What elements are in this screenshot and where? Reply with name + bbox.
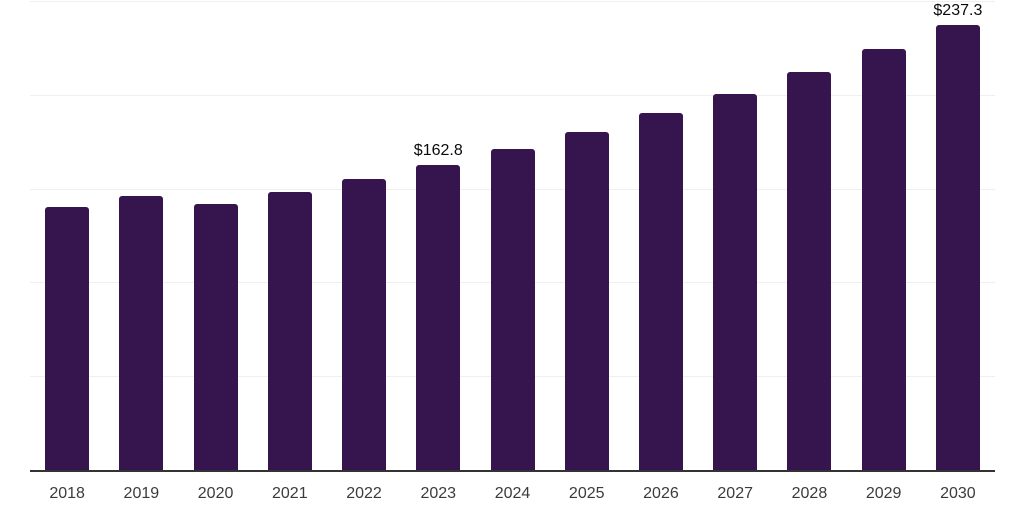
x-tick-2025: 2025 bbox=[568, 485, 605, 502]
x-tick-2022: 2022 bbox=[346, 485, 382, 502]
x-tick-2029: 2029 bbox=[865, 485, 902, 502]
bar-2021 bbox=[267, 191, 312, 470]
x-tick-2019: 2019 bbox=[123, 485, 160, 502]
bar-2024 bbox=[490, 148, 535, 470]
gridline-200 bbox=[30, 94, 995, 96]
x-tick-2026: 2026 bbox=[643, 485, 679, 502]
x-tick-2027: 2027 bbox=[717, 485, 753, 502]
bar-2020 bbox=[193, 203, 238, 470]
x-tick-2021: 2021 bbox=[272, 485, 308, 502]
bar-2018 bbox=[45, 206, 90, 470]
x-tick-2028: 2028 bbox=[791, 485, 828, 502]
x-tick-2030: 2030 bbox=[940, 485, 976, 502]
bar-2022 bbox=[342, 179, 387, 470]
bar-2030 bbox=[935, 24, 980, 470]
bar-2027 bbox=[713, 94, 758, 470]
value-label-2030: $237.3 bbox=[933, 1, 983, 19]
gridline-250 bbox=[30, 1, 995, 2]
bar-2026 bbox=[638, 112, 683, 470]
x-tick-2020: 2020 bbox=[197, 485, 234, 502]
x-axis-line bbox=[30, 470, 995, 472]
x-tick-2023: 2023 bbox=[420, 485, 457, 502]
bar-2023 bbox=[416, 164, 461, 470]
x-tick-2024: 2024 bbox=[494, 485, 531, 502]
bar-2028 bbox=[787, 72, 832, 470]
x-tick-2018: 2018 bbox=[49, 485, 85, 502]
bar-2019 bbox=[119, 196, 164, 470]
bar-2029 bbox=[861, 49, 906, 470]
bar-2025 bbox=[564, 131, 609, 470]
value-label-2023: $162.8 bbox=[413, 141, 463, 159]
